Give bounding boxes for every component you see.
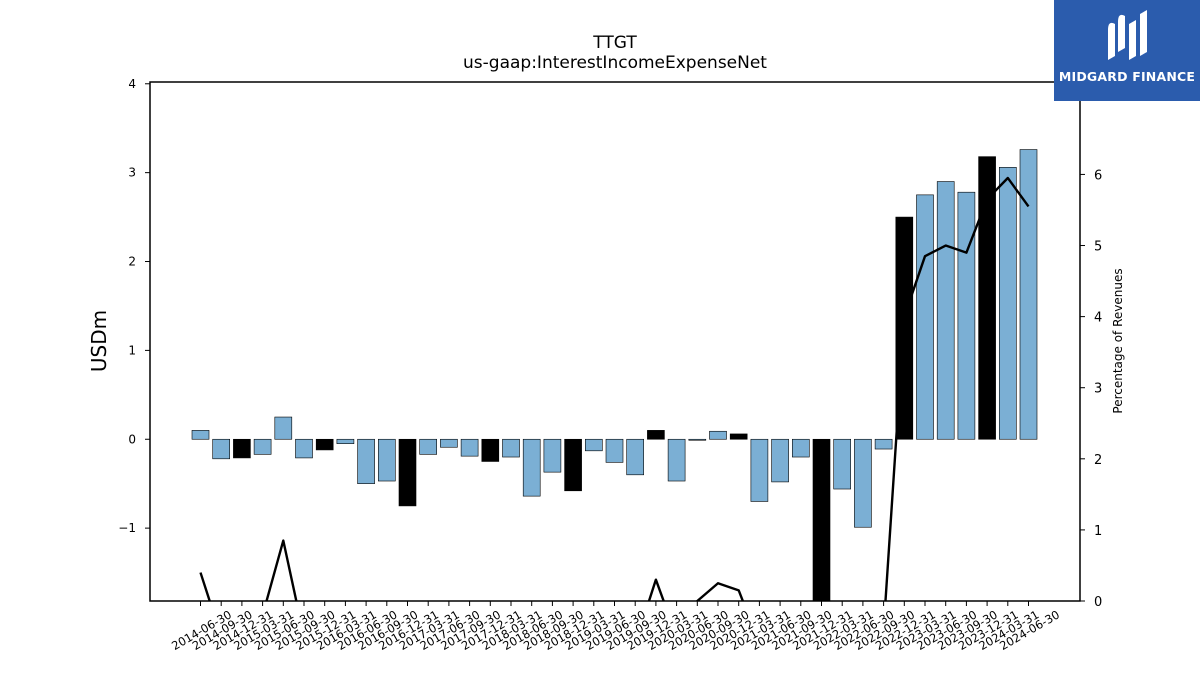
bar — [605, 438, 624, 463]
y-tick-label: −1 — [118, 521, 136, 535]
bars-group — [191, 149, 1038, 602]
y-tick-label: 1 — [128, 343, 136, 357]
bar — [957, 191, 976, 440]
bar — [626, 438, 645, 476]
chart-subtitle: us-gaap:InterestIncomeExpenseNet — [463, 53, 767, 73]
logo-text: MIDGARD FINANCE — [1058, 69, 1196, 84]
y-axis-label: USDm — [87, 310, 111, 372]
bar — [357, 438, 375, 484]
bar — [729, 433, 748, 440]
bar — [440, 438, 458, 448]
bar — [522, 438, 541, 497]
bar — [874, 438, 893, 450]
bar — [315, 438, 334, 451]
y-axis: −1 0 1 2 3 4 — [118, 77, 150, 535]
bar — [833, 438, 852, 490]
y2-tick-label: 2 — [1094, 453, 1102, 468]
bar — [481, 438, 500, 462]
y2-axis: 0 1 2 3 4 5 6 — [1080, 168, 1102, 610]
bar — [253, 438, 272, 455]
y2-axis-label: Percentage of Revenues — [1111, 268, 1125, 413]
y-tick-label: 3 — [128, 166, 136, 180]
bar — [584, 438, 603, 452]
bar — [916, 194, 934, 440]
bar — [791, 438, 810, 458]
midgard-logo-icon — [1108, 10, 1147, 60]
bar — [191, 430, 210, 440]
x-axis: 2014-06-302014-09-302014-12-312015-03-31… — [169, 601, 1062, 653]
bar — [978, 156, 996, 440]
bar — [543, 438, 562, 473]
bar — [212, 438, 230, 460]
bar — [771, 438, 789, 483]
y-tick-label: 0 — [128, 432, 136, 446]
chart-title: TTGT — [592, 33, 637, 53]
bar — [647, 430, 665, 440]
bar — [998, 167, 1017, 440]
bar — [1019, 149, 1038, 440]
bar — [295, 438, 313, 459]
bar — [854, 438, 872, 528]
bar — [812, 438, 831, 602]
bar — [667, 438, 686, 482]
bar — [460, 438, 479, 457]
y-tick-label: 4 — [128, 77, 136, 91]
bar — [936, 181, 955, 440]
y2-tick-label: 0 — [1094, 595, 1102, 610]
series-line — [199, 176, 1030, 601]
brand-logo: MIDGARD FINANCE — [1054, 0, 1200, 101]
bar — [274, 416, 293, 440]
y2-tick-label: 3 — [1094, 382, 1102, 397]
y-tick-label: 2 — [128, 255, 136, 269]
y2-tick-label: 1 — [1094, 524, 1102, 539]
bar — [336, 438, 355, 445]
bar — [750, 438, 769, 502]
bar — [688, 438, 707, 441]
bar — [377, 438, 396, 482]
bar — [398, 438, 417, 507]
bar — [419, 438, 438, 455]
y2-tick-label: 5 — [1094, 240, 1102, 255]
bar — [709, 430, 727, 440]
y2-tick-label: 6 — [1094, 168, 1102, 183]
y2-tick-label: 4 — [1094, 311, 1102, 326]
bar — [502, 438, 520, 458]
bar — [564, 438, 582, 492]
bar — [233, 438, 251, 459]
line-group — [199, 176, 1030, 601]
